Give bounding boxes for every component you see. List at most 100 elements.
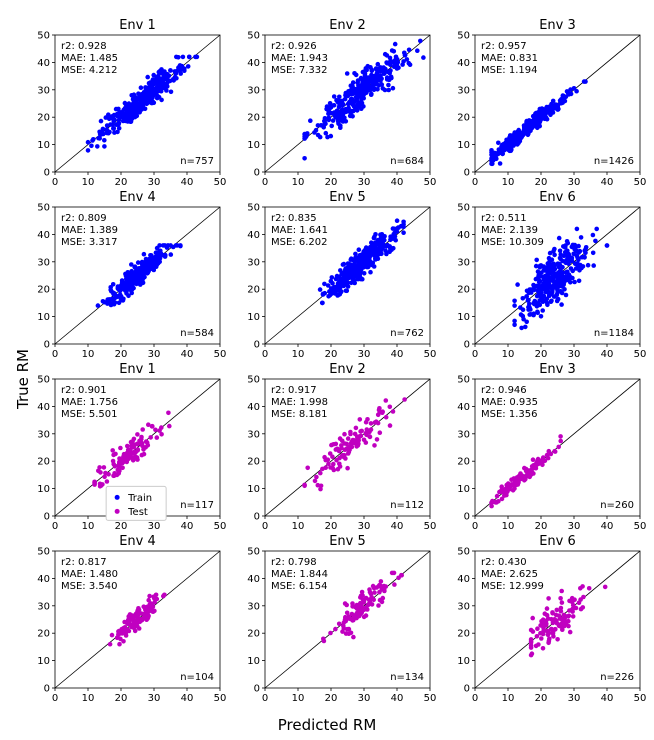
data-point [135, 457, 140, 462]
data-point [538, 292, 544, 298]
data-point [571, 251, 576, 257]
x-tick-label: 50 [424, 177, 437, 188]
data-point [527, 312, 532, 317]
data-point [524, 319, 529, 325]
data-point [559, 588, 564, 594]
data-point [315, 123, 321, 128]
data-point [363, 613, 369, 618]
data-point [135, 260, 141, 265]
data-point [151, 267, 157, 273]
data-point [117, 111, 123, 117]
data-point [325, 134, 330, 140]
data-point [536, 642, 541, 647]
stat-mae: MAE: 2.139 [481, 225, 538, 236]
data-point [577, 248, 583, 254]
y-tick-label: 0 [464, 512, 470, 523]
data-point [139, 616, 144, 622]
y-tick-label: 40 [37, 574, 50, 585]
data-point [392, 41, 398, 47]
data-point [122, 625, 128, 630]
y-tick-label: 0 [44, 340, 50, 351]
data-point [518, 131, 523, 136]
data-point [354, 98, 360, 104]
y-tick-label: 20 [247, 113, 260, 124]
data-point [353, 72, 359, 78]
data-point [147, 593, 152, 599]
y-tick-label: 10 [457, 484, 470, 495]
x-tick-label: 30 [358, 521, 371, 532]
y-tick-label: 50 [247, 375, 260, 386]
data-point [553, 612, 559, 618]
data-point [512, 322, 517, 328]
data-point [384, 60, 389, 65]
data-point [110, 458, 116, 464]
data-point [98, 483, 104, 488]
data-point [367, 589, 373, 595]
data-point [335, 113, 340, 118]
data-point [569, 255, 575, 261]
panel-title: Env 1 [119, 362, 156, 377]
data-point [355, 443, 361, 448]
data-point [97, 465, 102, 470]
data-point [496, 140, 501, 146]
data-point [534, 257, 539, 263]
y-tick-label: 40 [37, 402, 50, 413]
data-point [359, 266, 364, 272]
data-point [102, 144, 107, 149]
data-point [176, 65, 181, 70]
data-point [120, 465, 125, 471]
data-point [534, 293, 540, 299]
data-point [558, 596, 563, 601]
data-point [374, 71, 380, 76]
data-point [549, 257, 555, 263]
data-point [153, 427, 158, 433]
data-point [378, 76, 383, 81]
data-point [363, 440, 369, 445]
data-point [95, 303, 101, 308]
data-point [346, 105, 351, 111]
data-point [535, 626, 540, 631]
data-point [162, 243, 168, 248]
data-point [144, 93, 150, 98]
x-tick-label: 0 [52, 693, 58, 704]
x-tick-label: 40 [601, 521, 614, 532]
data-point [107, 300, 113, 305]
data-point [134, 274, 140, 280]
data-point [141, 251, 147, 257]
data-point [115, 129, 120, 135]
data-point [343, 272, 349, 278]
data-point [341, 623, 346, 629]
data-point [345, 101, 351, 107]
data-point [92, 480, 97, 485]
data-point [343, 266, 348, 271]
data-point [353, 274, 359, 279]
data-point [348, 88, 353, 93]
stat-mse: MSE: 3.540 [61, 581, 117, 592]
data-point [358, 75, 364, 81]
plot-frame [54, 206, 221, 345]
y-tick-label: 10 [457, 656, 470, 667]
data-point [348, 257, 354, 263]
data-point [140, 260, 145, 266]
data-point [516, 480, 521, 485]
data-point [123, 271, 128, 277]
data-point [345, 93, 351, 99]
data-point [543, 277, 548, 283]
data-point [126, 618, 132, 623]
data-point [344, 71, 350, 76]
data-point [515, 282, 520, 287]
data-point [167, 78, 173, 84]
data-point [563, 94, 569, 100]
data-point [525, 127, 530, 133]
y-tick-label: 10 [247, 656, 260, 667]
data-point [530, 615, 535, 621]
data-point [157, 84, 162, 89]
plot-frame [474, 206, 641, 345]
data-point [329, 123, 335, 129]
data-point [142, 613, 148, 618]
data-point [127, 276, 132, 282]
plot-frame [54, 550, 221, 689]
data-point [312, 478, 318, 484]
y-tick-label: 30 [247, 601, 260, 612]
data-point [112, 463, 118, 469]
